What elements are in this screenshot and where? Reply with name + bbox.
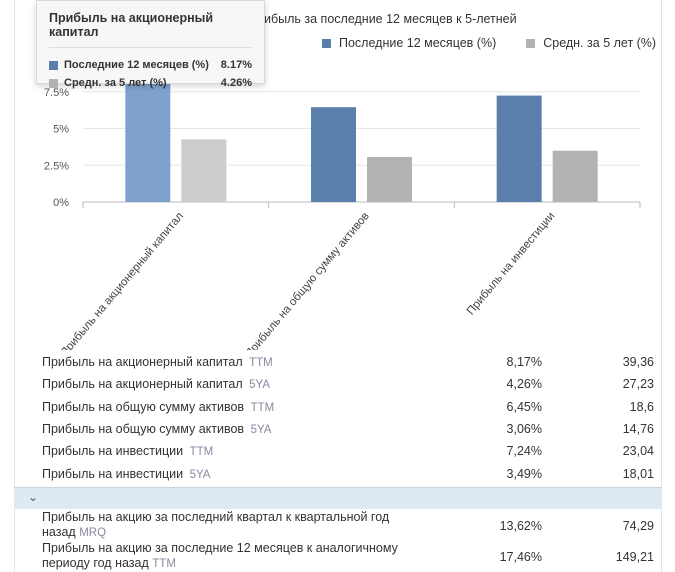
- row-tag: TTM: [250, 401, 275, 414]
- tooltip-divider: [49, 47, 252, 48]
- row-value-industry: 14,76: [622, 422, 654, 437]
- content-frame: [14, 0, 662, 572]
- row-label-text: Прибыль на общую сумму активов: [42, 399, 245, 414]
- table-row: Прибыль на инвестиции TTM 7,24% 23,04: [28, 440, 662, 462]
- row-label: Прибыль на инвестиции TTM: [28, 444, 422, 458]
- row-value-industry: 27,23: [622, 377, 654, 392]
- row-label-text: Прибыль на акционерный капитал: [42, 377, 243, 392]
- legend-swatch-5ya: [526, 38, 536, 48]
- row-value-industry: 39,36: [622, 355, 654, 370]
- x-tick-label: Прибыль на общую сумму активов: [243, 210, 372, 350]
- row-value-industry: 18,6: [629, 399, 654, 414]
- y-tick-label: 7.5%: [44, 87, 69, 99]
- table-row: Прибыль на акцию за последний квартал к …: [28, 510, 662, 541]
- legend-label-ttm: Последние 12 месяцев (%): [339, 36, 497, 50]
- row-label-text: Прибыль на инвестиции: [42, 466, 184, 481]
- table-row: Прибыль на общую сумму активов TTM 6,45%…: [28, 396, 662, 418]
- row-label-text: Прибыль на инвестиции: [42, 444, 184, 459]
- bar-ttm[interactable]: [496, 95, 542, 202]
- tooltip-value-5ya: 4.26%: [220, 77, 252, 89]
- row-value-company: 13,62%: [499, 518, 542, 533]
- row-label: Прибыль на акцию за последний квартал к …: [28, 510, 422, 541]
- row-value-company: 17,46%: [499, 549, 542, 564]
- bar-5ya[interactable]: [181, 139, 227, 202]
- table-row: Прибыль на акцию за последние 12 месяцев…: [28, 541, 662, 572]
- legend-swatch-ttm: [322, 38, 331, 48]
- row-label: Прибыль на общую сумму активов TTM: [28, 400, 422, 414]
- bar-ttm[interactable]: [311, 107, 356, 202]
- row-value-company: 3,49%: [506, 466, 542, 481]
- bar-5ya[interactable]: [367, 157, 412, 202]
- row-label-text: Прибыль на общую сумму активов: [42, 422, 245, 437]
- row-value-industry: 18,01: [622, 466, 654, 481]
- tooltip-label-ttm: Последние 12 месяцев (%): [64, 59, 209, 71]
- row-value-company: 6,45%: [506, 399, 542, 414]
- table-row: Прибыль на акционерный капитал 5YA 4,26%…: [28, 373, 662, 395]
- legend-label-5ya: Средн. за 5 лет (%): [543, 36, 657, 50]
- row-tag: TTM: [152, 558, 176, 570]
- row-label-text: Прибыль на акционерный капитал: [42, 355, 243, 370]
- tooltip-value-ttm: 8.17%: [220, 59, 252, 71]
- tooltip-label-5ya: Средн. за 5 лет (%): [64, 77, 167, 89]
- bar-ttm[interactable]: [125, 81, 171, 202]
- tooltip-row-5ya: Средн. за 5 лет (%) 4.26%: [49, 74, 252, 92]
- row-value-company: 3,06%: [506, 422, 542, 437]
- row-tag: 5YA: [250, 424, 272, 437]
- row-value-industry: 149,21: [615, 549, 654, 564]
- table-row: Прибыль на инвестиции 5YA 3,49% 18,01: [28, 462, 662, 484]
- tooltip-row-ttm: Последние 12 месяцев (%) 8.17%: [49, 56, 252, 74]
- row-value-company: 8,17%: [506, 355, 542, 370]
- y-tick-label: 2.5%: [44, 160, 69, 172]
- x-tick-label: Прибыль на акционерный капитал: [58, 210, 186, 350]
- tooltip-swatch-5ya: [49, 78, 58, 88]
- section-divider: ⌄: [14, 487, 662, 509]
- row-value-industry: 74,29: [622, 518, 654, 533]
- row-tag: TTM: [249, 357, 273, 370]
- legend-item-ttm[interactable]: Последние 12 месяцев (%): [322, 36, 496, 50]
- eps-table: Прибыль на акцию за последний квартал к …: [28, 510, 662, 572]
- row-value-company: 4,26%: [506, 377, 542, 392]
- row-tag: 5YA: [189, 468, 211, 481]
- row-label: Прибыль на акционерный капитал TTM: [28, 355, 422, 369]
- chart-caption: ибыль за последние 12 месяцев к 5-летней: [264, 12, 517, 26]
- row-tag: MRQ: [79, 527, 107, 539]
- row-label: Прибыль на акцию за последние 12 месяцев…: [28, 541, 422, 572]
- row-value-company: 7,24%: [506, 444, 542, 459]
- chevron-down-icon[interactable]: ⌄: [28, 490, 39, 504]
- row-label: Прибыль на общую сумму активов 5YA: [28, 422, 422, 436]
- bar-5ya[interactable]: [552, 150, 598, 202]
- chart-tooltip: Прибыль на акционерный капитал Последние…: [36, 0, 265, 89]
- y-tick-label: 0%: [53, 197, 69, 209]
- row-value-industry: 23,04: [622, 444, 654, 459]
- ratios-table: Прибыль на акционерный капитал TTM 8,17%…: [28, 351, 662, 485]
- legend-item-5ya[interactable]: Средн. за 5 лет (%): [526, 36, 656, 50]
- row-label-text: Прибыль на акцию за последний квартал к …: [42, 510, 390, 539]
- y-tick-label: 5%: [53, 124, 69, 136]
- table-row: Прибыль на общую сумму активов 5YA 3,06%…: [28, 418, 662, 440]
- x-tick-label: Прибыль на инвестиции: [465, 210, 558, 317]
- row-tag: 5YA: [249, 379, 270, 392]
- tooltip-title: Прибыль на акционерный капитал: [49, 11, 214, 39]
- row-label: Прибыль на акционерный капитал 5YA: [28, 377, 422, 391]
- table-row: Прибыль на акционерный капитал TTM 8,17%…: [28, 351, 662, 373]
- tooltip-swatch-ttm: [49, 60, 58, 70]
- row-label: Прибыль на инвестиции 5YA: [28, 467, 422, 481]
- bar-chart: 0% 2.5% 5% 7.5% Прибыль на акционерный капит…: [44, 81, 641, 350]
- row-tag: TTM: [189, 446, 214, 459]
- row-label-text: Прибыль на акцию за последние 12 месяцев…: [42, 541, 398, 570]
- chart-legend: Последние 12 месяцев (%) Средн. за 5 лет…: [322, 36, 656, 50]
